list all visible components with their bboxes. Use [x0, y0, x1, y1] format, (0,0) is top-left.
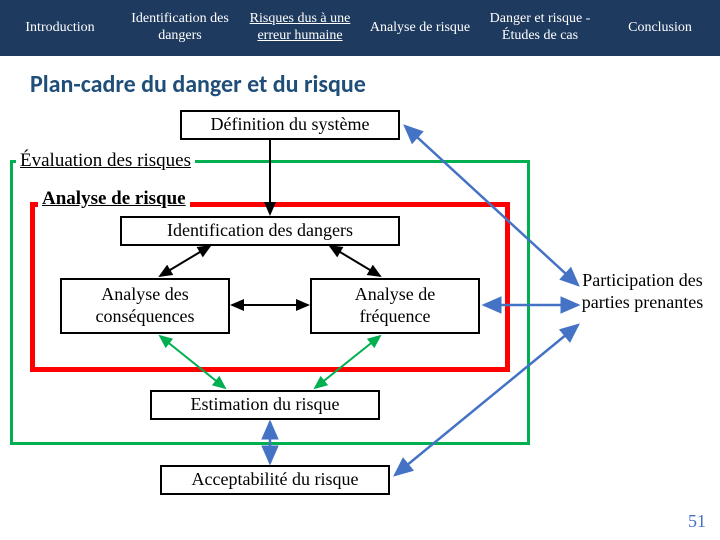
analyse-title: Analyse de risque [38, 188, 190, 210]
evaluation-title: Évaluation des risques [16, 150, 195, 172]
nav-tabs: Introduction Identification des dangers … [0, 0, 720, 56]
page-number: 51 [688, 511, 706, 532]
identification-box: Identification des dangers [120, 216, 400, 246]
participation-box: Participation des parties prenantes [580, 270, 705, 313]
consequences-box: Analyse des conséquences [60, 278, 230, 334]
nav-analyse[interactable]: Analyse de risque [360, 16, 480, 41]
nav-risques-humaine[interactable]: Risques dus à une erreur humaine [240, 7, 360, 49]
diagram: Évaluation des risques Analyse de risque… [10, 110, 710, 530]
nav-conclusion[interactable]: Conclusion [600, 16, 720, 41]
estimation-box: Estimation du risque [150, 390, 380, 420]
nav-identification[interactable]: Identification des dangers [120, 7, 240, 49]
nav-introduction[interactable]: Introduction [0, 16, 120, 41]
acceptabilite-box: Acceptabilité du risque [160, 465, 390, 495]
page-title: Plan-cadre du danger et du risque [0, 56, 720, 109]
definition-box: Définition du système [180, 110, 400, 140]
nav-danger-etudes[interactable]: Danger et risque - Études de cas [480, 7, 600, 49]
frequence-box: Analyse de fréquence [310, 278, 480, 334]
